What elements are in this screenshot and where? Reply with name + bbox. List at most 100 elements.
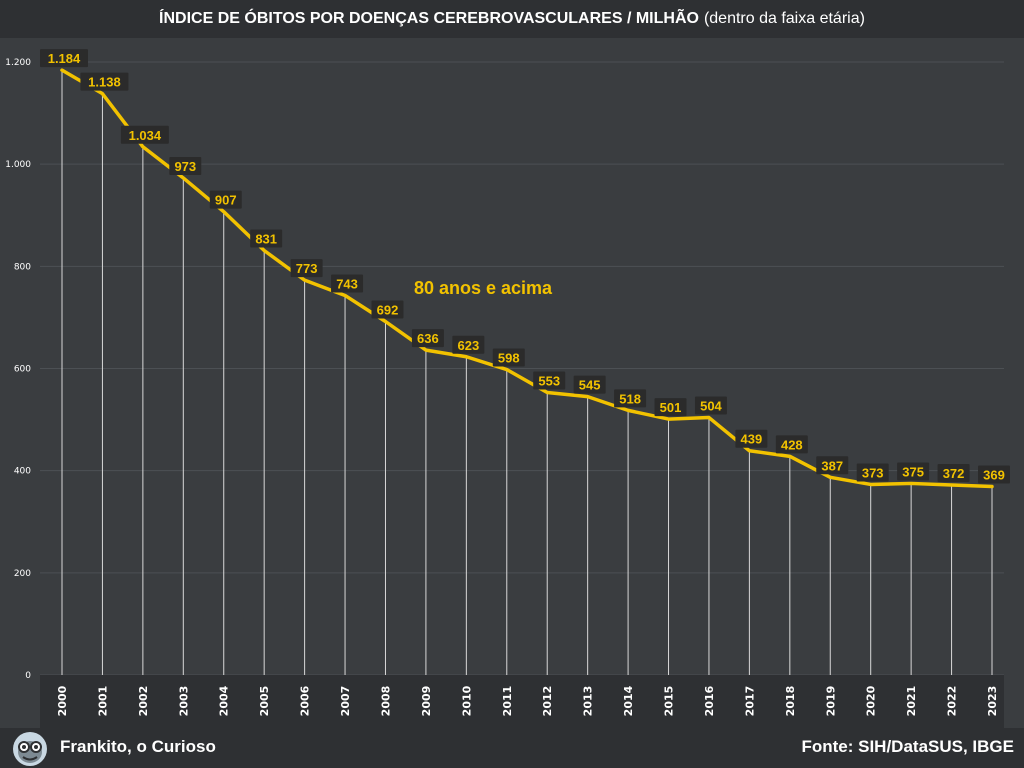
data-label-bg (533, 371, 566, 390)
grid-layer (40, 61, 1004, 676)
data-label-text: 372 (943, 466, 965, 481)
x-tick-label: 2022 (946, 686, 959, 717)
data-label-text: 439 (741, 432, 763, 447)
x-tick-label: 2003 (177, 686, 190, 717)
data-label-text: 504 (700, 399, 722, 414)
monkey-logo-icon (13, 732, 47, 766)
y-tick-label: 600 (14, 365, 31, 375)
drop-lines-layer (61, 70, 993, 675)
data-label-text: 773 (296, 261, 318, 276)
x-tick-label: 2009 (420, 686, 433, 717)
y-tick-label: 1.200 (5, 58, 31, 68)
x-tick-label: 2000 (56, 685, 69, 716)
x-tick-label: 2013 (582, 686, 595, 717)
data-label-bg (169, 156, 202, 175)
data-label: 373 (856, 463, 889, 482)
x-axis-band (40, 675, 1004, 728)
data-label-text: 501 (660, 400, 682, 415)
x-tick-label: 2010 (460, 685, 473, 716)
y-tick-label: 800 (14, 262, 31, 272)
data-label-bg (40, 49, 88, 68)
x-tick-label: 2007 (339, 686, 352, 717)
x-tick-label: 2012 (541, 686, 554, 717)
data-label: 692 (371, 300, 404, 319)
data-label: 372 (937, 463, 970, 482)
data-labels-layer: 1.184 1.138 1.034 973 907 831 773 743 692 636 623 5… (40, 49, 1010, 484)
data-source: Fonte: SIH/DataSUS, IBGE (801, 737, 1014, 756)
line-chart: 0 200 400 600 800 1.000 1.200 2000 2001 2002 2003 2… (5, 49, 1010, 728)
footer-bar: Frankito, o Curioso Fonte: SIH/DataSUS, … (0, 728, 1024, 768)
data-label: 369 (978, 465, 1010, 484)
data-label-text: 375 (902, 464, 924, 479)
data-label-bg (452, 335, 485, 354)
data-label-text: 743 (336, 276, 358, 291)
data-label-bg (654, 398, 687, 417)
data-label-bg (735, 429, 768, 448)
data-label-bg (856, 463, 889, 482)
data-label-bg (209, 190, 242, 209)
data-label-text: 369 (983, 468, 1005, 483)
data-label: 743 (331, 274, 364, 293)
data-label-bg (775, 435, 808, 454)
data-label: 1.034 (120, 125, 169, 144)
data-label: 831 (250, 229, 283, 248)
data-label-text: 1.034 (129, 128, 162, 143)
data-label-bg (80, 72, 129, 91)
chart-title: ÍNDICE DE ÓBITOS POR DOENÇAS CEREBROVASC… (159, 10, 699, 27)
x-tick-label: 2008 (379, 686, 392, 717)
data-label-bg (492, 348, 525, 367)
x-tick-label: 2018 (784, 686, 797, 717)
series-annotation: 80 anos e acima (414, 278, 553, 298)
data-label-text: 973 (174, 159, 196, 174)
data-label: 375 (897, 462, 930, 481)
data-label-text: 831 (255, 231, 277, 246)
data-label-text: 692 (377, 303, 399, 318)
data-label: 973 (169, 156, 202, 175)
x-tick-label: 2019 (824, 686, 837, 717)
y-tick-label: 0 (25, 671, 31, 681)
data-label: 636 (411, 329, 444, 348)
data-label-text: 1.184 (48, 51, 81, 66)
x-tick-label: 2005 (258, 686, 271, 717)
x-tick-label: 2017 (743, 686, 756, 717)
data-label: 428 (775, 435, 808, 454)
x-tick-label: 2021 (905, 686, 918, 717)
data-label-bg (411, 329, 444, 348)
data-label-bg (120, 125, 169, 144)
data-label-text: 545 (579, 378, 601, 393)
x-tick-label: 2015 (663, 686, 676, 717)
data-label-text: 1.138 (88, 75, 121, 90)
data-label-text: 907 (215, 193, 237, 208)
data-label-bg (331, 274, 364, 293)
data-label-text: 387 (821, 458, 843, 473)
y-tick-label: 200 (14, 569, 31, 579)
data-label-bg (614, 389, 647, 408)
data-label: 387 (816, 456, 849, 475)
data-label-bg (694, 396, 727, 415)
data-label: 773 (290, 259, 323, 278)
x-tick-label: 2011 (501, 686, 514, 717)
author-credit: Frankito, o Curioso (60, 737, 216, 756)
data-label: 504 (694, 396, 727, 415)
data-label: 907 (209, 190, 242, 209)
data-label-bg (371, 300, 404, 319)
data-label: 518 (614, 389, 647, 408)
y-tick-label: 1.000 (5, 160, 31, 170)
data-label-bg (937, 463, 970, 482)
data-label-text: 518 (619, 391, 641, 406)
data-label-bg (816, 456, 849, 475)
data-label: 1.138 (80, 72, 129, 91)
x-tick-label: 2020 (865, 685, 878, 716)
x-tick-label: 2002 (137, 686, 150, 717)
data-label: 553 (533, 371, 566, 390)
data-label-bg (573, 375, 606, 394)
data-label: 598 (492, 348, 525, 367)
chart-subtitle: (dentro da faixa etária) (703, 10, 865, 27)
data-label: 623 (452, 335, 485, 354)
data-label-text: 553 (538, 374, 560, 389)
data-label-bg (290, 259, 323, 278)
x-tick-label: 2004 (218, 685, 231, 716)
data-label: 545 (573, 375, 606, 394)
data-label-text: 373 (862, 465, 884, 480)
data-label: 1.184 (40, 49, 88, 68)
